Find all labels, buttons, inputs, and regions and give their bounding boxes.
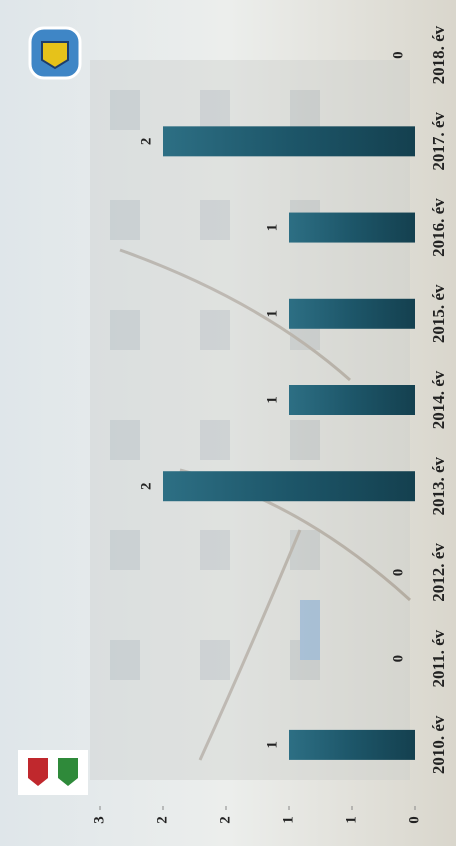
- x-tick-label: 2016. év: [429, 198, 448, 257]
- y-tick-label: 2: [154, 816, 170, 824]
- y-tick-label: 3: [91, 816, 107, 824]
- bar: [289, 385, 415, 415]
- data-label: 1: [264, 310, 280, 318]
- data-label: 0: [390, 655, 406, 663]
- bar: [289, 729, 415, 760]
- data-label: 2: [138, 482, 154, 490]
- bar: [163, 471, 415, 502]
- x-tick-label: 2012. év: [429, 543, 448, 602]
- x-tick-label: 2011. év: [429, 629, 448, 687]
- bar: [289, 298, 415, 329]
- x-tick-label: 2017. év: [429, 112, 448, 171]
- data-label: 2: [138, 138, 154, 146]
- y-tick-label: 1: [280, 816, 296, 824]
- bar: [289, 212, 415, 243]
- y-tick-label: 2: [217, 816, 233, 824]
- data-label: 0: [390, 51, 406, 59]
- y-tick-label: 0: [406, 816, 422, 824]
- data-label: 1: [264, 396, 280, 404]
- logo-top: [28, 26, 82, 80]
- x-tick-label: 2013. év: [429, 456, 448, 515]
- data-label: 1: [264, 224, 280, 232]
- x-tick-label: 2018. év: [429, 25, 448, 84]
- x-tick-label: 2010. év: [429, 715, 448, 774]
- plot-area: 0 1 1 2 2 3 2010. év 1 2011. év 0 2012. év 0 2013. é…: [91, 25, 447, 823]
- data-label: 1: [264, 741, 280, 749]
- x-tick-label: 2015. év: [429, 284, 448, 343]
- y-tick-label: 1: [343, 816, 359, 824]
- bar: [163, 126, 415, 157]
- data-label: 0: [390, 569, 406, 577]
- building-photo: [90, 60, 412, 780]
- logo-bottom: [18, 750, 88, 795]
- x-tick-label: 2014. év: [429, 370, 448, 429]
